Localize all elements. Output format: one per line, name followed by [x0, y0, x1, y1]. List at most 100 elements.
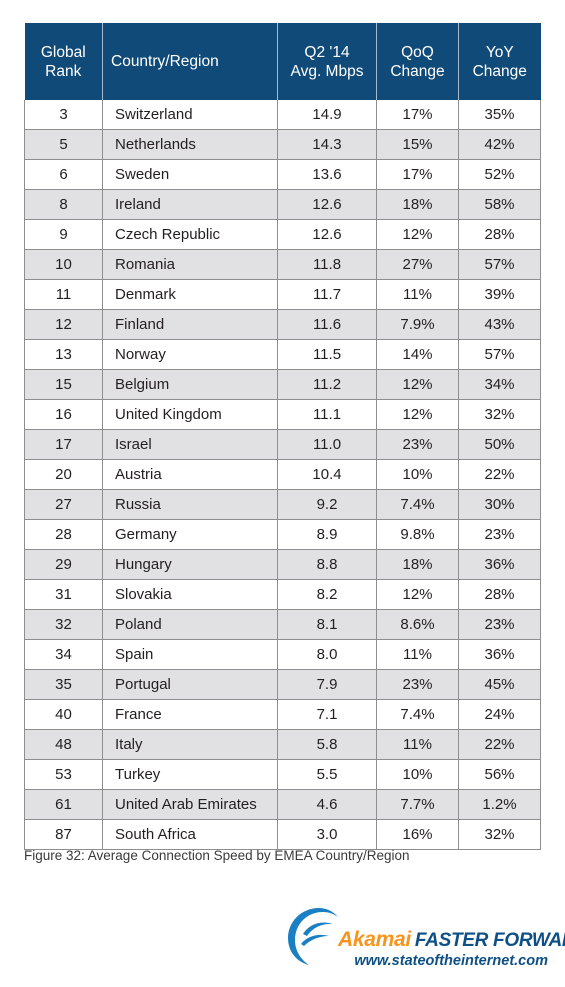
- cell-avg-mbps: 11.6: [277, 309, 377, 340]
- table-body: 3 Switzerland 14.9 17% 35% 5 Netherlands 14.3 15…: [24, 100, 541, 850]
- table-row: 20 Austria 10.4 10% 22%: [24, 459, 541, 490]
- cell-yoy-change: 57%: [458, 249, 541, 280]
- header-yoy-change: YoY Change: [458, 23, 541, 100]
- connection-speed-table: Global Rank Country/Region Q2 '14 Avg. Mbp…: [24, 23, 541, 850]
- cell-country: Czech Republic: [102, 219, 278, 250]
- cell-country: Belgium: [102, 369, 278, 400]
- cell-yoy-change: 57%: [458, 339, 541, 370]
- cell-yoy-change: 23%: [458, 519, 541, 550]
- cell-country: Romania: [102, 249, 278, 280]
- cell-rank: 40: [24, 699, 103, 730]
- table-row: 12 Finland 11.6 7.9% 43%: [24, 309, 541, 340]
- cell-country: United Arab Emirates: [102, 789, 278, 820]
- table-row: 29 Hungary 8.8 18% 36%: [24, 549, 541, 580]
- figure-caption: Figure 32: Average Connection Speed by E…: [24, 848, 410, 863]
- header-country-region: Country/Region: [102, 23, 278, 100]
- table-row: 5 Netherlands 14.3 15% 42%: [24, 129, 541, 160]
- header-row: Global Rank Country/Region Q2 '14 Avg. Mbp…: [24, 23, 541, 100]
- cell-country: Italy: [102, 729, 278, 760]
- cell-yoy-change: 50%: [458, 429, 541, 460]
- cell-yoy-change: 22%: [458, 729, 541, 760]
- table-row: 53 Turkey 5.5 10% 56%: [24, 759, 541, 790]
- cell-avg-mbps: 9.2: [277, 489, 377, 520]
- cell-yoy-change: 58%: [458, 189, 541, 220]
- cell-rank: 15: [24, 369, 103, 400]
- cell-rank: 11: [24, 279, 103, 310]
- table-header: Global Rank Country/Region Q2 '14 Avg. Mbp…: [24, 23, 541, 100]
- cell-avg-mbps: 11.2: [277, 369, 377, 400]
- data-table-container: Global Rank Country/Region Q2 '14 Avg. Mbp…: [24, 23, 541, 850]
- cell-avg-mbps: 11.1: [277, 399, 377, 430]
- cell-rank: 27: [24, 489, 103, 520]
- cell-avg-mbps: 10.4: [277, 459, 377, 490]
- cell-country: United Kingdom: [102, 399, 278, 430]
- cell-rank: 5: [24, 129, 103, 160]
- cell-qoq-change: 17%: [376, 100, 459, 130]
- table-row: 27 Russia 9.2 7.4% 30%: [24, 489, 541, 520]
- cell-yoy-change: 39%: [458, 279, 541, 310]
- table-row: 87 South Africa 3.0 16% 32%: [24, 819, 541, 850]
- cell-country: Slovakia: [102, 579, 278, 610]
- cell-yoy-change: 32%: [458, 399, 541, 430]
- cell-avg-mbps: 8.9: [277, 519, 377, 550]
- cell-qoq-change: 7.4%: [376, 489, 459, 520]
- cell-country: France: [102, 699, 278, 730]
- table-row: 16 United Kingdom 11.1 12% 32%: [24, 399, 541, 430]
- cell-yoy-change: 30%: [458, 489, 541, 520]
- cell-yoy-change: 32%: [458, 819, 541, 850]
- table-row: 28 Germany 8.9 9.8% 23%: [24, 519, 541, 550]
- table-row: 8 Ireland 12.6 18% 58%: [24, 189, 541, 220]
- cell-avg-mbps: 5.5: [277, 759, 377, 790]
- cell-avg-mbps: 3.0: [277, 819, 377, 850]
- cell-rank: 16: [24, 399, 103, 430]
- cell-rank: 32: [24, 609, 103, 640]
- cell-qoq-change: 10%: [376, 759, 459, 790]
- cell-avg-mbps: 7.1: [277, 699, 377, 730]
- cell-rank: 8: [24, 189, 103, 220]
- cell-yoy-change: 42%: [458, 129, 541, 160]
- cell-qoq-change: 12%: [376, 219, 459, 250]
- brand-name: Akamai: [338, 928, 411, 951]
- cell-yoy-change: 36%: [458, 549, 541, 580]
- akamai-swoosh-icon: [288, 908, 338, 965]
- cell-avg-mbps: 8.2: [277, 579, 377, 610]
- cell-rank: 48: [24, 729, 103, 760]
- cell-avg-mbps: 8.0: [277, 639, 377, 670]
- table-row: 61 United Arab Emirates 4.6 7.7% 1.2%: [24, 789, 541, 820]
- cell-rank: 10: [24, 249, 103, 280]
- table-row: 10 Romania 11.8 27% 57%: [24, 249, 541, 280]
- cell-country: Austria: [102, 459, 278, 490]
- cell-avg-mbps: 12.6: [277, 189, 377, 220]
- cell-country: Portugal: [102, 669, 278, 700]
- table-row: 34 Spain 8.0 11% 36%: [24, 639, 541, 670]
- table-row: 13 Norway 11.5 14% 57%: [24, 339, 541, 370]
- cell-country: Hungary: [102, 549, 278, 580]
- cell-qoq-change: 9.8%: [376, 519, 459, 550]
- cell-yoy-change: 28%: [458, 579, 541, 610]
- cell-qoq-change: 12%: [376, 579, 459, 610]
- cell-rank: 17: [24, 429, 103, 460]
- table-row: 17 Israel 11.0 23% 50%: [24, 429, 541, 460]
- cell-avg-mbps: 11.5: [277, 339, 377, 370]
- cell-rank: 13: [24, 339, 103, 370]
- cell-avg-mbps: 14.9: [277, 100, 377, 130]
- table-row: 3 Switzerland 14.9 17% 35%: [24, 100, 541, 130]
- table-row: 40 France 7.1 7.4% 24%: [24, 699, 541, 730]
- cell-qoq-change: 12%: [376, 369, 459, 400]
- cell-yoy-change: 1.2%: [458, 789, 541, 820]
- cell-yoy-change: 52%: [458, 159, 541, 190]
- cell-avg-mbps: 13.6: [277, 159, 377, 190]
- cell-yoy-change: 22%: [458, 459, 541, 490]
- cell-rank: 31: [24, 579, 103, 610]
- cell-qoq-change: 18%: [376, 189, 459, 220]
- website-link[interactable]: www.stateoftheinternet.com: [354, 953, 548, 969]
- cell-qoq-change: 23%: [376, 429, 459, 460]
- cell-yoy-change: 35%: [458, 100, 541, 130]
- cell-avg-mbps: 5.8: [277, 729, 377, 760]
- cell-yoy-change: 28%: [458, 219, 541, 250]
- cell-yoy-change: 24%: [458, 699, 541, 730]
- table-row: 11 Denmark 11.7 11% 39%: [24, 279, 541, 310]
- cell-country: Germany: [102, 519, 278, 550]
- cell-country: Sweden: [102, 159, 278, 190]
